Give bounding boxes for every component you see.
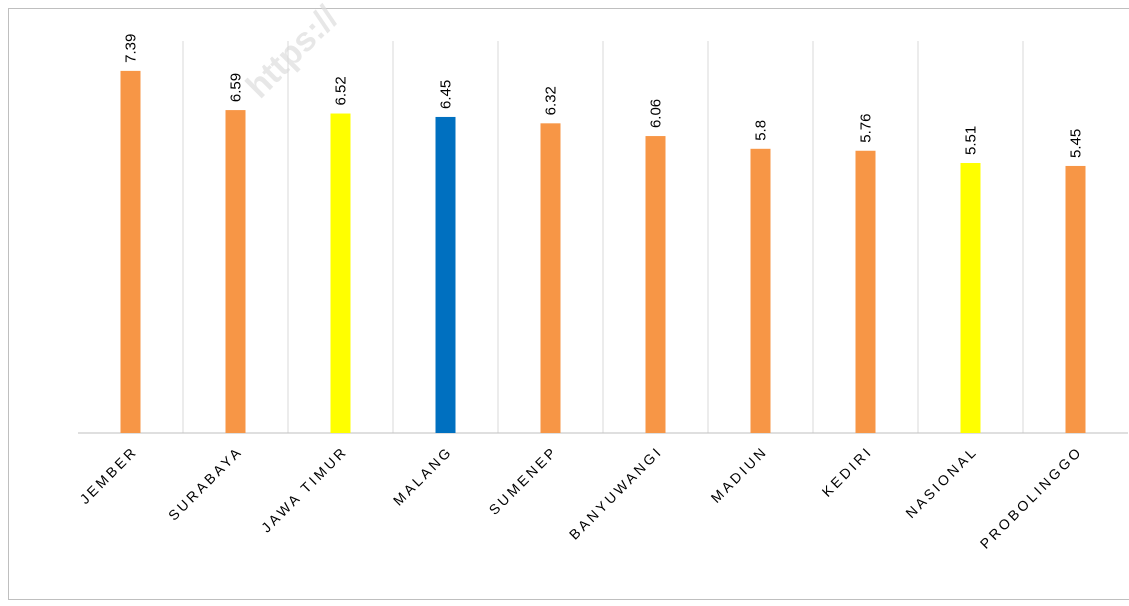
data-label: 5.76	[858, 114, 875, 143]
data-label: 6.52	[333, 76, 350, 105]
x-tick-label: SURABAYA	[165, 443, 246, 524]
bar	[226, 110, 246, 433]
bar	[646, 136, 666, 433]
x-tick-label: MALANG	[390, 443, 456, 509]
bar	[331, 114, 351, 433]
data-label: 6.32	[543, 86, 560, 115]
bar	[541, 123, 561, 433]
data-label: 6.59	[228, 73, 245, 102]
x-tick-label: NASIONAL	[902, 443, 980, 521]
x-tick-label: KEDIRI	[819, 443, 876, 500]
bar	[751, 149, 771, 433]
watermark: https://	[239, 0, 346, 106]
x-tick-label: SUMENEP	[486, 443, 561, 518]
x-tick-label: BANYUWANGI	[566, 443, 666, 543]
bar	[436, 117, 456, 433]
bar	[961, 163, 981, 433]
bar	[1066, 166, 1086, 433]
bar	[121, 71, 141, 433]
x-tick-label: PROBOLINGGO	[977, 443, 1086, 552]
data-label: 5.51	[963, 126, 980, 155]
data-label: 6.06	[648, 99, 665, 128]
x-tick-label: JEMBER	[76, 443, 140, 507]
x-tick-label: JAWA TIMUR	[258, 443, 351, 536]
x-tick-label: MADIUN	[708, 443, 771, 506]
data-label: 7.39	[123, 34, 140, 63]
bar	[856, 151, 876, 433]
data-label: 5.45	[1068, 129, 1085, 158]
data-label: 6.45	[438, 80, 455, 109]
data-label: 5.8	[753, 120, 770, 141]
